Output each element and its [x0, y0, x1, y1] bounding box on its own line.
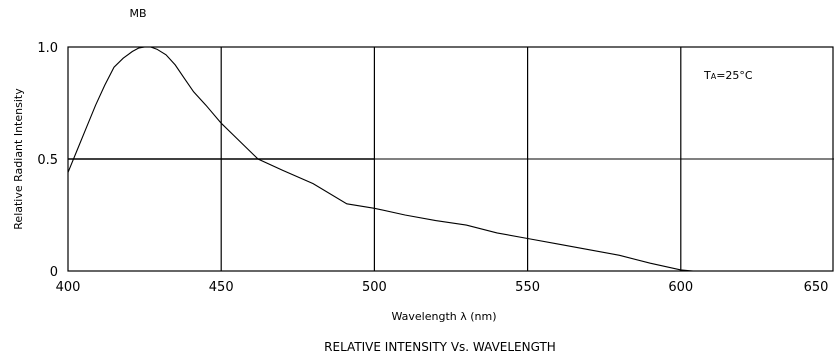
x-tick-labels: 400 450 500 550 600 650: [56, 280, 829, 295]
series-line-0: [67, 46, 694, 272]
x-axis-label: Wavelength λ (nm): [391, 310, 496, 323]
annotation-sub: A: [711, 72, 717, 81]
annotation-main: T: [703, 69, 711, 82]
y-tick-label-2: 1.0: [37, 41, 58, 56]
x-tick-label-650: 650: [804, 280, 829, 295]
series-group: [67, 46, 694, 272]
series-label: MB: [129, 7, 146, 20]
plot-frame: [67, 46, 834, 272]
temperature-annotation: TA=25°C: [703, 69, 753, 82]
y-tick-labels: 0 0.5 1.0: [37, 41, 58, 280]
chart-caption: RELATIVE INTENSITY Vs. WAVELENGTH: [324, 340, 556, 354]
annotation-rest: =25°C: [716, 69, 753, 82]
y-tick-label-1: 0.5: [37, 153, 58, 168]
x-tick-label-550: 550: [515, 280, 540, 295]
y-tick-label-0: 0: [50, 265, 58, 280]
x-tick-label-400: 400: [56, 280, 81, 295]
y-axis-label: Relative Radiant Intensity: [12, 88, 25, 230]
x-tick-label-600: 600: [668, 280, 693, 295]
x-tick-label-450: 450: [209, 280, 234, 295]
x-tick-label-500: 500: [362, 280, 387, 295]
